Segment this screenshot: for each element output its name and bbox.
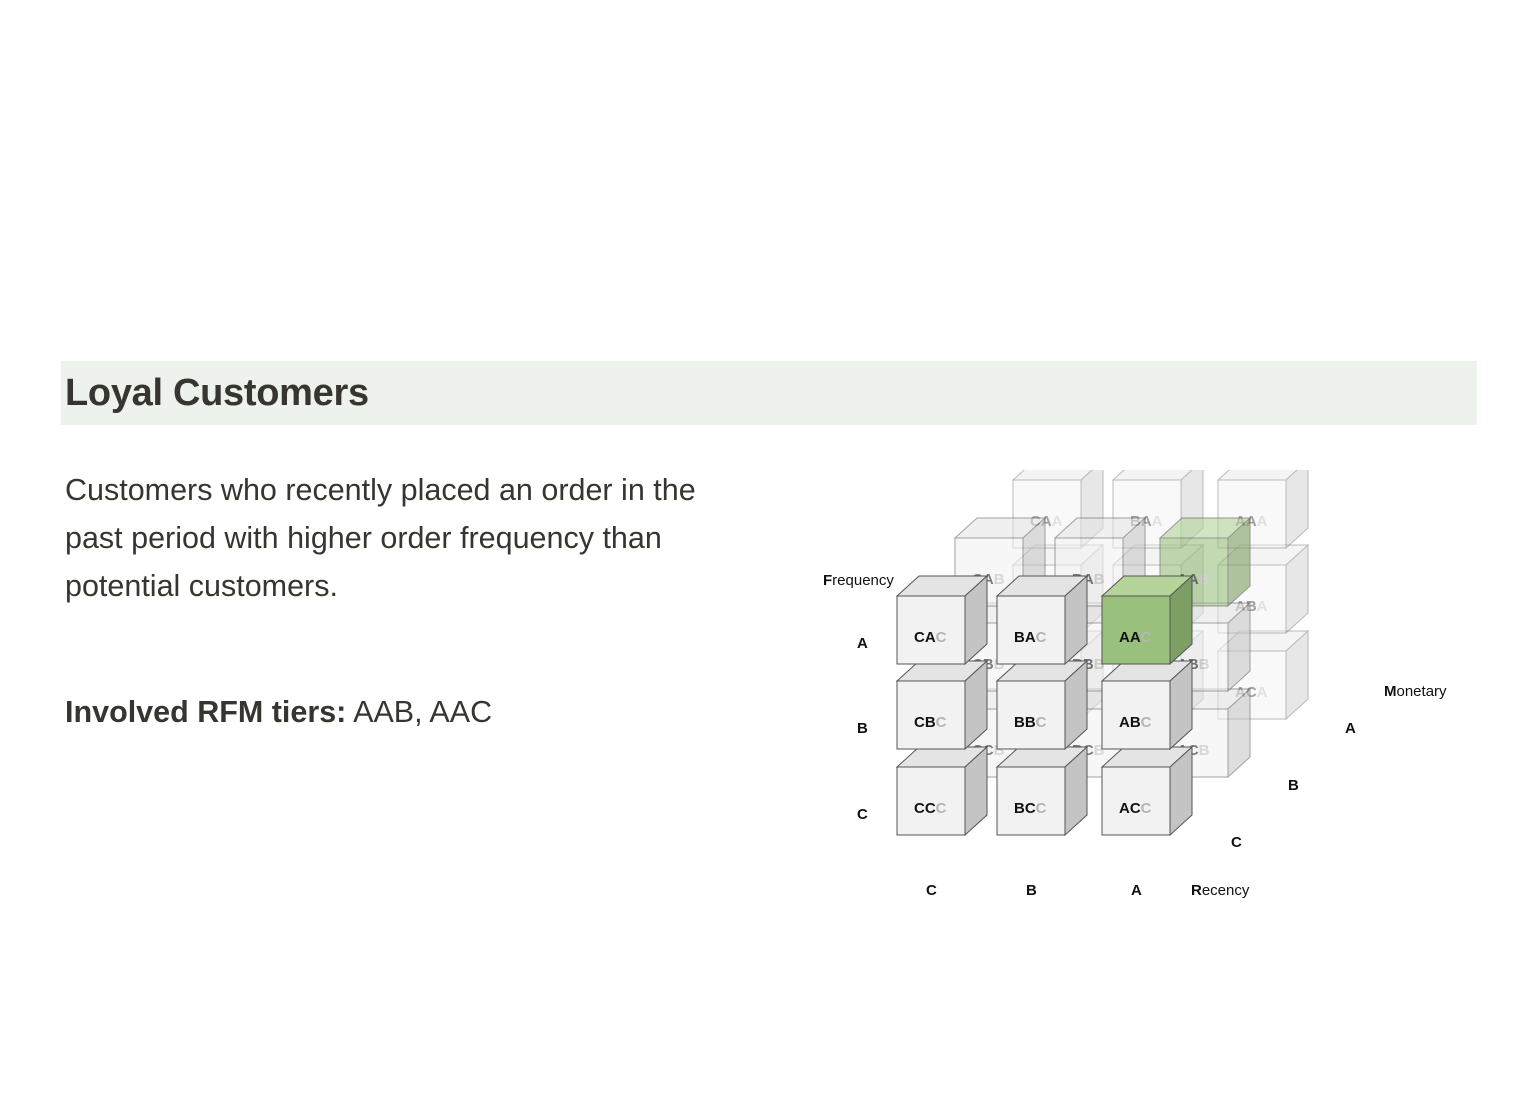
cube-label: AAC bbox=[1119, 629, 1152, 646]
cube-side-face bbox=[1285, 629, 1309, 721]
cube-front-face bbox=[1101, 595, 1171, 665]
cube-label-rf: CA bbox=[914, 629, 936, 646]
cube-label-m: B bbox=[1094, 656, 1105, 673]
cube-label: BBC bbox=[1014, 714, 1047, 731]
cube-label-m: C bbox=[936, 800, 947, 817]
frequency-axis-label: Frequency bbox=[823, 572, 894, 589]
cube-bcc: BCC bbox=[995, 745, 1089, 837]
cube-label-rf: CB bbox=[914, 714, 936, 731]
recency-tick-c: C bbox=[926, 882, 937, 899]
monetary-axis-label-rest: onetary bbox=[1397, 683, 1448, 700]
cube-acc: ACC bbox=[1100, 745, 1194, 837]
section-title: Loyal Customers bbox=[65, 372, 369, 414]
cube-front-face bbox=[896, 680, 966, 750]
cube-label: CCC bbox=[914, 800, 947, 817]
cube-label-rf: AB bbox=[1119, 714, 1141, 731]
cube-side-face bbox=[1285, 458, 1309, 550]
section-title-bar: Loyal Customers bbox=[61, 361, 1477, 425]
monetary-tick-c: C bbox=[1231, 834, 1242, 851]
cube-label-m: A bbox=[1257, 598, 1268, 615]
cube-label: BCC bbox=[1014, 800, 1047, 817]
monetary-axis-label-initial: M bbox=[1384, 683, 1397, 700]
cube-label-m: C bbox=[1036, 629, 1047, 646]
monetary-tick-a: A bbox=[1345, 720, 1356, 737]
recency-axis-label: Recency bbox=[1191, 882, 1250, 899]
cube-bac: BAC bbox=[995, 574, 1089, 666]
cube-label-m: C bbox=[1036, 714, 1047, 731]
cube-label: CAC bbox=[914, 629, 947, 646]
cube-abc: ABC bbox=[1100, 659, 1194, 751]
cube-front-face bbox=[996, 595, 1066, 665]
cube-label: CBC bbox=[914, 714, 947, 731]
cube-front-face bbox=[1101, 680, 1171, 750]
cube-label-m: A bbox=[1052, 513, 1063, 530]
cube-label-m: B bbox=[1094, 742, 1105, 759]
monetary-tick-b: B bbox=[1288, 777, 1299, 794]
cube-label-m: A bbox=[1152, 513, 1163, 530]
cube-label: ABC bbox=[1119, 714, 1152, 731]
cube-label-rf: BC bbox=[1014, 800, 1036, 817]
cube-aac: AAC bbox=[1100, 574, 1194, 666]
section-description: Customers who recently placed an order i… bbox=[65, 473, 696, 603]
frequency-tick-a: A bbox=[857, 635, 868, 652]
cube-front-face bbox=[896, 595, 966, 665]
cube-label: BAC bbox=[1014, 629, 1047, 646]
cube-label-m: A bbox=[1257, 684, 1268, 701]
cube-label-m: A bbox=[1257, 513, 1268, 530]
cube-label-m: C bbox=[1141, 800, 1152, 817]
cube-front-face bbox=[896, 766, 966, 836]
cube-label-rf: CC bbox=[914, 800, 936, 817]
cube-ccc: CCC bbox=[895, 745, 989, 837]
frequency-axis-label-initial: F bbox=[823, 572, 832, 589]
cube-label-rf: AA bbox=[1119, 629, 1141, 646]
involved-tiers: Involved RFM tiers: AAB, AAC bbox=[65, 690, 492, 734]
frequency-tick-c: C bbox=[857, 806, 868, 823]
frequency-tick-b: B bbox=[857, 720, 868, 737]
cube-label-m: C bbox=[936, 714, 947, 731]
recency-tick-b: B bbox=[1026, 882, 1037, 899]
cube-label-rf: BB bbox=[1014, 714, 1036, 731]
tiers-value: AAB, AAC bbox=[353, 695, 493, 729]
tiers-label: Involved RFM tiers: bbox=[65, 695, 347, 729]
cube-label-m: B bbox=[994, 571, 1005, 588]
cube-label-m: B bbox=[1199, 571, 1210, 588]
cube-cac: CAC bbox=[895, 574, 989, 666]
recency-axis-label-rest: ecency bbox=[1202, 882, 1250, 899]
cube-front-face bbox=[996, 766, 1066, 836]
cube-cbc: CBC bbox=[895, 659, 989, 751]
cube-bbc: BBC bbox=[995, 659, 1089, 751]
cube-label-m: B bbox=[994, 742, 1005, 759]
cube-label-m: B bbox=[1199, 656, 1210, 673]
monetary-axis-label: Monetary bbox=[1384, 683, 1447, 700]
cube-label-m: B bbox=[1199, 742, 1210, 759]
cube-front-face bbox=[1101, 766, 1171, 836]
cube-label-m: C bbox=[1141, 629, 1152, 646]
cube-label: ACC bbox=[1119, 800, 1152, 817]
cube-front-face bbox=[996, 680, 1066, 750]
cube-label-m: B bbox=[1094, 571, 1105, 588]
cube-label-m: C bbox=[1141, 714, 1152, 731]
cube-label-rf: BA bbox=[1014, 629, 1036, 646]
frequency-axis-label-rest: requency bbox=[832, 572, 894, 589]
recency-tick-a: A bbox=[1131, 882, 1142, 899]
rfm-cube-svg: CCABCAACACBABBAABACAABAAAAACCBBCBACBCBBB… bbox=[823, 458, 1447, 899]
cube-label-rf: AC bbox=[1119, 800, 1141, 817]
cube-label-m: C bbox=[1036, 800, 1047, 817]
cube-label-m: C bbox=[936, 629, 947, 646]
recency-axis-label-initial: R bbox=[1191, 882, 1202, 899]
rfm-cube-diagram: CCABCAACACBABBAABACAABAAAAACCBBCBACBCBBB… bbox=[810, 458, 1470, 915]
cube-side-face bbox=[1285, 543, 1309, 635]
